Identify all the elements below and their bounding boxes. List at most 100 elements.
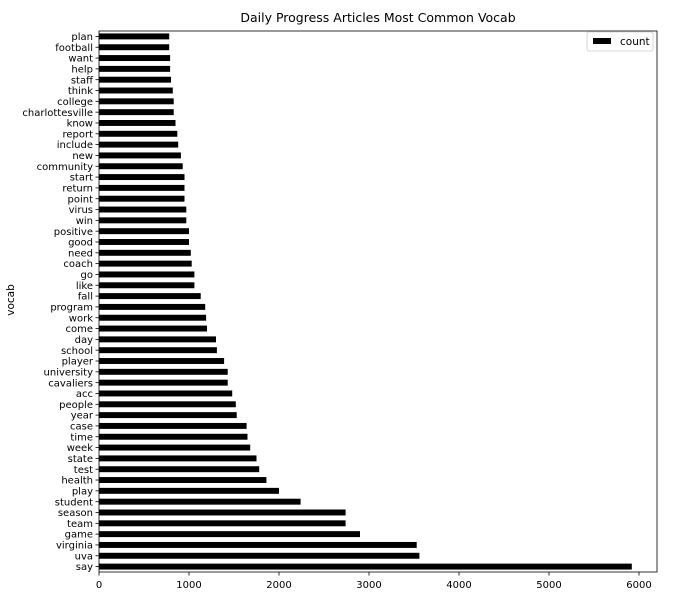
bar-win bbox=[99, 217, 187, 224]
y-tick-label: need bbox=[68, 248, 93, 259]
y-tick-label: test bbox=[74, 465, 93, 476]
y-tick-label: community bbox=[37, 162, 93, 173]
y-tick-label: work bbox=[69, 313, 93, 324]
y-tick-label: return bbox=[62, 183, 93, 194]
bar-go bbox=[99, 271, 195, 278]
bar-think bbox=[99, 87, 173, 94]
y-tick-label: fall bbox=[78, 292, 93, 303]
bar-fall bbox=[99, 293, 201, 300]
y-tick-label: uva bbox=[75, 551, 93, 562]
y-tick-label: acc bbox=[76, 389, 93, 400]
y-tick-label: start bbox=[70, 173, 93, 184]
bar-state bbox=[99, 455, 257, 462]
x-tick-label: 3000 bbox=[356, 580, 381, 591]
y-tick-label: college bbox=[57, 97, 93, 108]
y-tick-label: win bbox=[76, 216, 93, 227]
y-tick-label: player bbox=[62, 357, 94, 368]
bar-football bbox=[99, 44, 170, 51]
bar-time bbox=[99, 433, 248, 440]
bar-need bbox=[99, 249, 191, 256]
bar-return bbox=[99, 184, 185, 191]
y-tick-label: game bbox=[65, 530, 93, 541]
legend-frame bbox=[586, 31, 654, 52]
plot-frame bbox=[98, 30, 658, 573]
bar-cavaliers bbox=[99, 379, 228, 386]
y-tick-label: say bbox=[76, 562, 93, 573]
chart-title: Daily Progress Articles Most Common Voca… bbox=[240, 10, 515, 25]
bar-report bbox=[99, 130, 178, 137]
bar-play bbox=[99, 487, 279, 494]
bar-like bbox=[99, 282, 195, 289]
y-tick-label: play bbox=[72, 486, 93, 497]
y-tick-label: people bbox=[59, 400, 93, 411]
y-tick-label: virus bbox=[69, 205, 93, 216]
bar-team bbox=[99, 520, 346, 527]
y-tick-label: come bbox=[65, 324, 93, 335]
y-tick-label: virginia bbox=[56, 541, 93, 552]
bar-good bbox=[99, 239, 189, 245]
bar-come bbox=[99, 325, 207, 332]
y-tick-label: include bbox=[57, 140, 93, 151]
y-tick-label: new bbox=[72, 151, 93, 162]
x-tick-label: 6000 bbox=[626, 580, 651, 591]
y-tick-label: state bbox=[68, 454, 93, 465]
y-tick-label: health bbox=[61, 476, 93, 487]
bar-day bbox=[99, 336, 216, 343]
y-tick-label: like bbox=[76, 281, 93, 292]
x-tick-group: 0 1000 2000 3000 4000 5000 6000 bbox=[96, 572, 652, 591]
bar-case bbox=[99, 422, 247, 429]
y-tick-label: want bbox=[68, 54, 93, 65]
bar-college bbox=[99, 98, 174, 105]
bar-staff bbox=[99, 76, 171, 83]
y-tick-label: help bbox=[71, 64, 93, 75]
y-tick-label: go bbox=[81, 270, 93, 281]
x-tick-label: 5000 bbox=[536, 580, 561, 591]
bar-include bbox=[99, 141, 179, 148]
y-tick-label: university bbox=[44, 367, 94, 378]
bar-year bbox=[99, 412, 237, 419]
bars-group bbox=[99, 33, 632, 570]
x-tick-label: 2000 bbox=[266, 580, 291, 591]
y-tick-label: student bbox=[55, 497, 93, 508]
bar-want bbox=[99, 55, 171, 62]
legend-swatch bbox=[593, 38, 611, 44]
y-tick-label: school bbox=[61, 346, 93, 357]
y-tick-label: coach bbox=[63, 259, 93, 270]
bar-plan bbox=[99, 33, 170, 40]
bar-test bbox=[99, 466, 260, 473]
y-tick-label: football bbox=[55, 43, 93, 54]
bar-uva bbox=[99, 552, 420, 559]
y-tick-label: team bbox=[67, 519, 93, 530]
y-tick-label: positive bbox=[54, 227, 93, 238]
bar-health bbox=[99, 477, 267, 484]
y-tick-label: think bbox=[68, 86, 93, 97]
y-tick-label: know bbox=[67, 119, 93, 130]
y-tick-label: report bbox=[62, 129, 93, 140]
y-tick-label: week bbox=[67, 443, 93, 454]
y-tick-label: year bbox=[71, 411, 94, 422]
bar-school bbox=[99, 347, 217, 354]
bar-know bbox=[99, 119, 176, 126]
bar-virus bbox=[99, 206, 187, 213]
bar-start bbox=[99, 174, 185, 181]
bar-week bbox=[99, 444, 251, 451]
bar-virginia bbox=[99, 541, 417, 548]
x-tick-label: 4000 bbox=[446, 580, 471, 591]
y-tick-label: point bbox=[67, 194, 93, 205]
y-tick-label: charlottesville bbox=[22, 108, 93, 119]
y-tick-label: case bbox=[70, 422, 93, 433]
bar-help bbox=[99, 65, 171, 72]
x-tick-label: 0 bbox=[96, 580, 102, 591]
y-tick-label: plan bbox=[71, 32, 93, 43]
bar-people bbox=[99, 401, 236, 408]
bar-say bbox=[99, 563, 632, 570]
bar-coach bbox=[99, 260, 192, 267]
bar-community bbox=[99, 163, 183, 170]
y-axis-label: vocab bbox=[5, 284, 17, 316]
y-tick-label: time bbox=[70, 432, 93, 443]
legend-label: count bbox=[620, 36, 650, 48]
y-tick-label: good bbox=[68, 238, 93, 249]
bar-player bbox=[99, 358, 225, 364]
